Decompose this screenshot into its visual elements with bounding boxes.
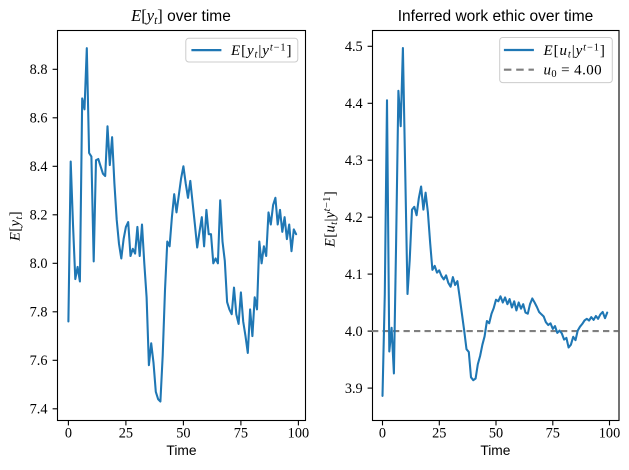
svg-text:25: 25 <box>119 426 133 442</box>
svg-text:8.0: 8.0 <box>30 256 48 272</box>
svg-text:Time: Time <box>480 443 510 458</box>
svg-text:50: 50 <box>489 426 503 442</box>
svg-text:Inferred work ethic over time: Inferred work ethic over time <box>398 8 594 25</box>
svg-text:25: 25 <box>432 426 446 442</box>
svg-text:E[yt]: E[yt] <box>8 211 26 242</box>
svg-text:E[yt|yt−1]: E[yt|yt−1] <box>230 43 292 61</box>
svg-text:4.1: 4.1 <box>345 267 363 283</box>
svg-text:Time: Time <box>166 443 196 458</box>
svg-text:50: 50 <box>176 426 190 442</box>
svg-text:75: 75 <box>234 426 248 442</box>
svg-text:0: 0 <box>379 426 386 442</box>
svg-text:75: 75 <box>546 426 560 442</box>
svg-text:E[ut|yt−1]: E[ut|yt−1] <box>322 191 340 248</box>
svg-text:4.5: 4.5 <box>345 39 363 55</box>
svg-text:u0 = 4.00: u0 = 4.00 <box>544 63 603 81</box>
svg-text:4.2: 4.2 <box>345 210 363 226</box>
svg-text:8.4: 8.4 <box>30 159 48 175</box>
svg-text:4.0: 4.0 <box>345 324 363 340</box>
svg-text:E[ut|yt−1]: E[ut|yt−1] <box>543 42 606 60</box>
svg-text:7.8: 7.8 <box>30 305 48 321</box>
svg-text:4.3: 4.3 <box>345 153 363 169</box>
svg-text:7.6: 7.6 <box>30 353 48 369</box>
svg-text:E[yt] over time: E[yt] over time <box>130 6 231 27</box>
svg-text:8.2: 8.2 <box>30 208 48 224</box>
svg-text:100: 100 <box>288 426 309 442</box>
svg-text:100: 100 <box>599 426 620 442</box>
svg-text:0: 0 <box>65 426 72 442</box>
svg-text:7.4: 7.4 <box>30 402 48 418</box>
svg-text:3.9: 3.9 <box>345 381 363 397</box>
svg-text:8.6: 8.6 <box>30 111 48 127</box>
svg-text:4.4: 4.4 <box>345 96 363 112</box>
svg-text:8.8: 8.8 <box>30 62 48 78</box>
